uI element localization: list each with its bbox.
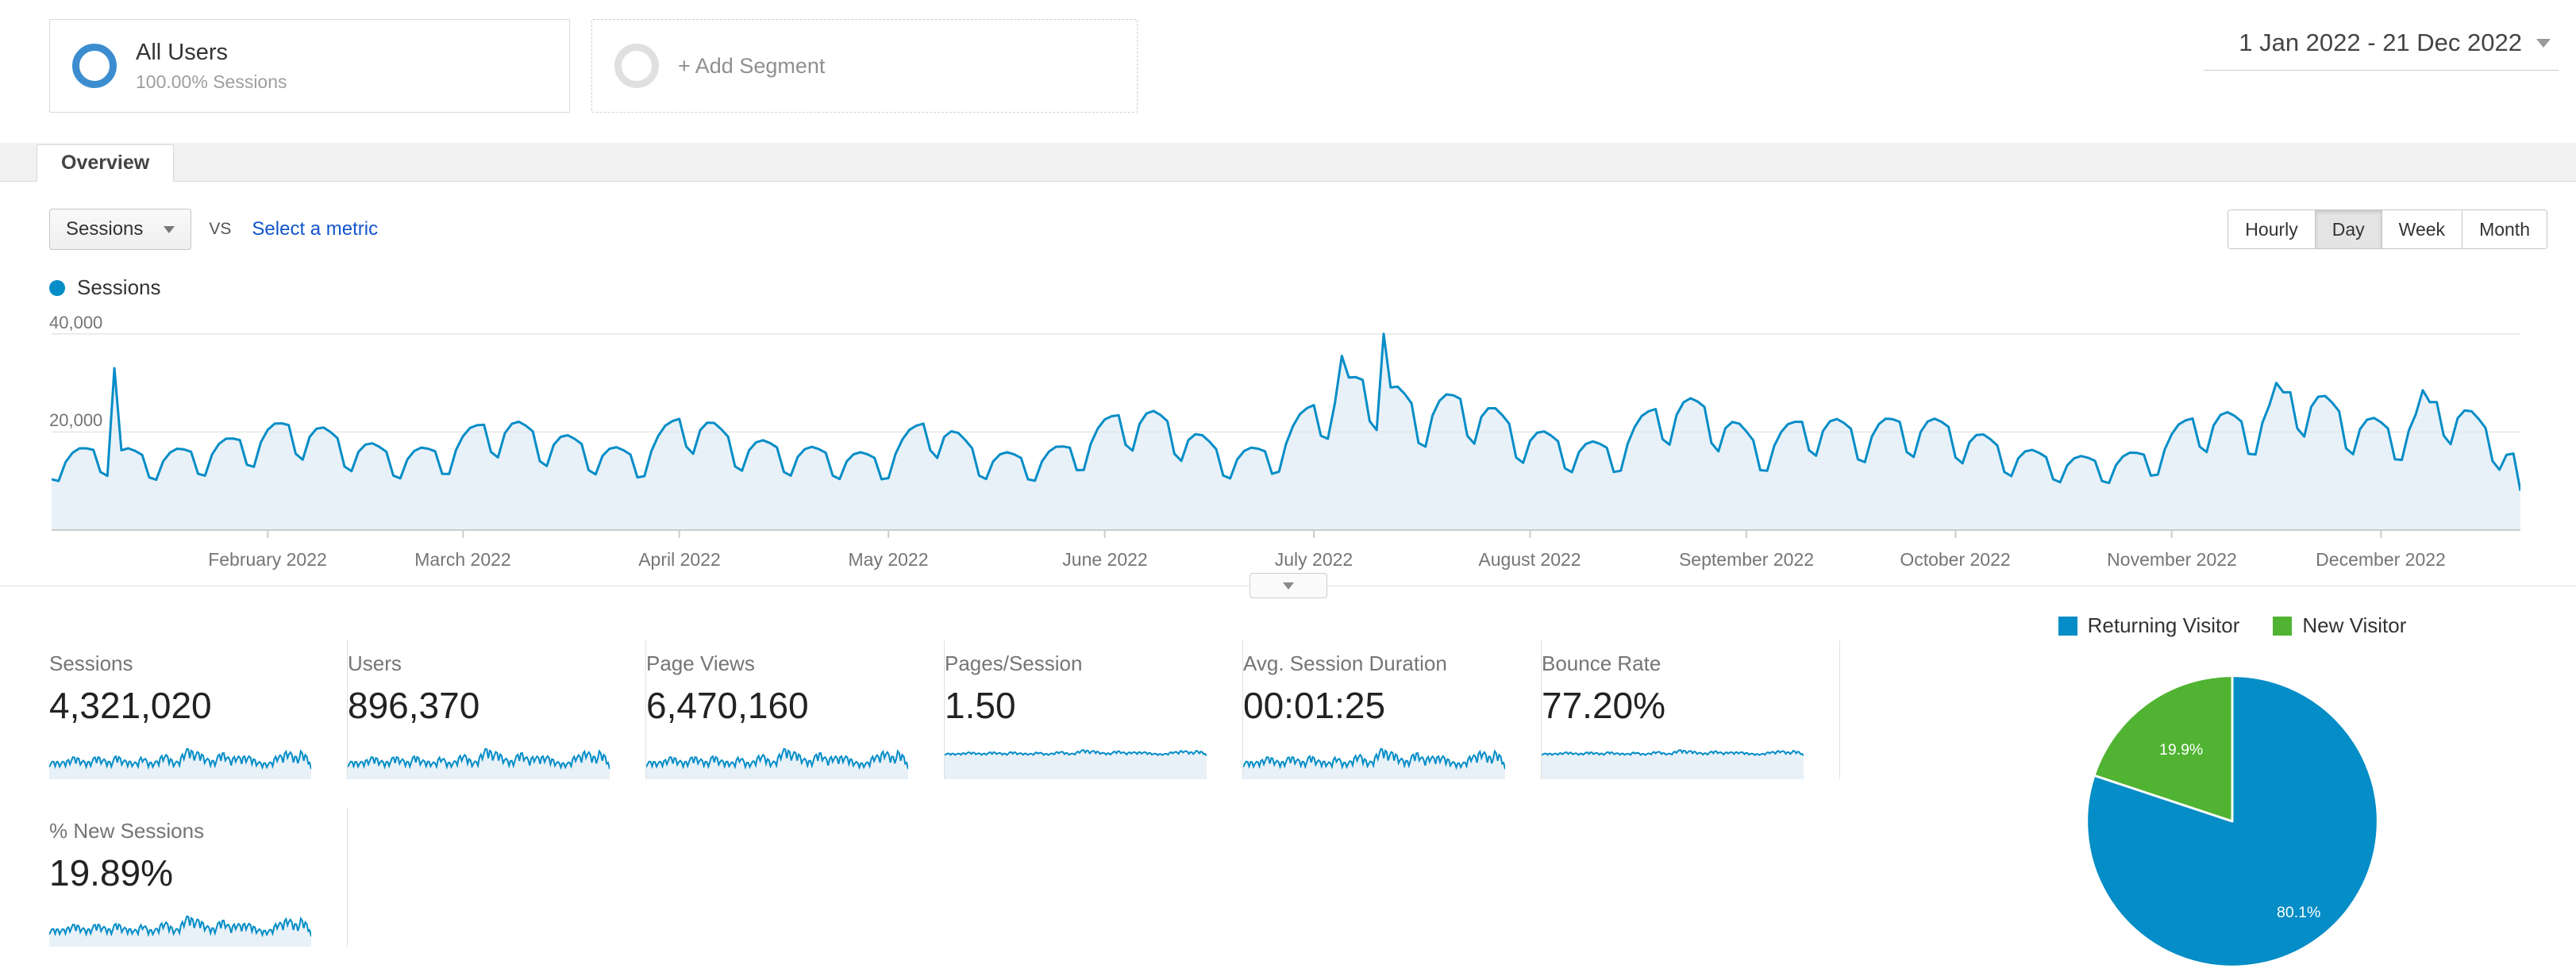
sparkline-chart bbox=[348, 747, 610, 779]
metric-value: 00:01:25 bbox=[1243, 685, 1386, 726]
pie-legend-item-new: New Visitor bbox=[2273, 613, 2406, 638]
new-visitor-swatch-icon bbox=[2273, 616, 2293, 636]
y-axis-label-20000: 20,000 bbox=[49, 410, 103, 430]
metric-value: 896,370 bbox=[348, 685, 480, 726]
metric-cards: Sessions 4,321,020 Users 896,370 Page Vi… bbox=[49, 640, 1841, 975]
vs-label: VS bbox=[209, 220, 232, 238]
sparkline-chart bbox=[1243, 747, 1505, 779]
sparkline-chart bbox=[646, 747, 908, 779]
metric-value: 19.89% bbox=[49, 852, 174, 893]
segment-circle-icon bbox=[72, 44, 117, 88]
metric-card-sessions: Sessions 4,321,020 bbox=[49, 640, 348, 779]
x-axis-month-label: December 2022 bbox=[2316, 549, 2446, 570]
sessions-line-chart[interactable] bbox=[52, 314, 2520, 540]
sessions-chart-section: 40,000 20,000 February 2022 March 2022 A… bbox=[0, 313, 2576, 598]
metric-title: Avg. Session Duration bbox=[1243, 651, 1447, 675]
x-axis-month-label: October 2022 bbox=[1900, 549, 2011, 570]
caret-down-icon bbox=[164, 225, 175, 233]
granularity-month-button[interactable]: Month bbox=[2462, 209, 2547, 249]
svg-text:19.9%: 19.9% bbox=[2159, 741, 2203, 759]
metric-card-page-views: Page Views 6,470,160 bbox=[646, 640, 945, 779]
select-a-metric-link[interactable]: Select a metric bbox=[252, 218, 379, 240]
add-segment-label: + Add Segment bbox=[678, 53, 826, 78]
metric-title: Page Views bbox=[646, 651, 755, 675]
x-axis-month-label: August 2022 bbox=[1478, 549, 1581, 570]
metric-value: 1.50 bbox=[945, 685, 1016, 726]
metric-title: Users bbox=[348, 651, 402, 675]
chart-toolbar: Sessions VS Select a metric Hourly Day W… bbox=[0, 204, 2576, 255]
metric-card-new-sessions: % New Sessions 19.89% bbox=[49, 808, 348, 947]
x-axis-month-label: June 2022 bbox=[1062, 549, 1148, 570]
pie-legend-label: New Visitor bbox=[2302, 613, 2407, 637]
y-axis-label-40000: 40,000 bbox=[49, 313, 103, 332]
sparkline-chart bbox=[945, 749, 1207, 779]
caret-down-icon bbox=[1282, 582, 1294, 590]
x-axis-month-label: April 2022 bbox=[638, 549, 721, 570]
metric-card-bounce-rate: Bounce Rate 77.20% bbox=[1542, 640, 1840, 779]
summary-stats-section: Sessions 4,321,020 Users 896,370 Page Vi… bbox=[0, 586, 2576, 976]
metric-title: Pages/Session bbox=[945, 651, 1083, 675]
metric-selector-value: Sessions bbox=[66, 218, 144, 240]
collapse-chart-button[interactable] bbox=[1249, 573, 1327, 598]
pie-legend: Returning Visitor New Visitor bbox=[2058, 613, 2406, 638]
x-axis-month-label: May 2022 bbox=[848, 549, 929, 570]
tab-overview[interactable]: Overview bbox=[37, 144, 175, 182]
x-axis-month-label: March 2022 bbox=[414, 549, 511, 570]
granularity-button-group: Hourly Day Week Month bbox=[2228, 209, 2547, 249]
metric-card-avg-session-duration: Avg. Session Duration 00:01:25 bbox=[1243, 640, 1542, 779]
segment-meta: All Users 100.00% Sessions bbox=[136, 40, 287, 93]
visitor-type-pie-area: Returning Visitor New Visitor 80.1% 19.9% bbox=[1841, 613, 2576, 976]
metric-card-pages-per-session: Pages/Session 1.50 bbox=[945, 640, 1243, 779]
caret-down-icon bbox=[2536, 38, 2551, 48]
segment-all-users[interactable]: All Users 100.00% Sessions bbox=[49, 19, 570, 113]
sparkline-chart bbox=[49, 915, 311, 947]
segment-bar: All Users 100.00% Sessions + Add Segment… bbox=[0, 0, 2576, 143]
add-segment-circle-icon bbox=[614, 44, 659, 88]
granularity-day-button[interactable]: Day bbox=[2314, 209, 2382, 249]
granularity-hourly-button[interactable]: Hourly bbox=[2228, 209, 2316, 249]
pie-legend-label: Returning Visitor bbox=[2087, 613, 2240, 637]
report-panel: Sessions VS Select a metric Hourly Day W… bbox=[0, 182, 2576, 976]
metric-card-users: Users 896,370 bbox=[348, 640, 646, 779]
add-segment-button[interactable]: + Add Segment bbox=[591, 19, 1138, 113]
metric-value: 6,470,160 bbox=[646, 685, 809, 726]
metric-title: Sessions bbox=[49, 651, 133, 675]
sparkline-chart bbox=[49, 747, 311, 779]
segment-title: All Users bbox=[136, 39, 229, 65]
metric-title: % New Sessions bbox=[49, 819, 205, 843]
metric-value: 4,321,020 bbox=[49, 685, 212, 726]
x-axis-month-label: February 2022 bbox=[208, 549, 327, 570]
date-range-text: 1 Jan 2022 - 21 Dec 2022 bbox=[2239, 29, 2522, 56]
metric-value: 77.20% bbox=[1542, 685, 1666, 726]
x-axis-month-label: September 2022 bbox=[1678, 549, 1815, 570]
pie-legend-item-returning: Returning Visitor bbox=[2058, 613, 2240, 638]
svg-text:80.1%: 80.1% bbox=[2277, 904, 2320, 921]
series-label: Sessions bbox=[77, 275, 161, 299]
metric-selector-dropdown[interactable]: Sessions bbox=[49, 209, 192, 250]
sparkline-chart bbox=[1542, 749, 1804, 779]
segment-subtitle: 100.00% Sessions bbox=[136, 71, 287, 92]
returning-visitor-swatch-icon bbox=[2058, 616, 2077, 636]
x-axis-month-label: November 2022 bbox=[2107, 549, 2237, 570]
chart-legend: Sessions bbox=[49, 275, 2576, 300]
visitor-type-pie-chart[interactable]: 80.1% 19.9% bbox=[2077, 667, 2387, 976]
series-dot-icon bbox=[49, 279, 65, 296]
x-axis-month-label: July 2022 bbox=[1274, 549, 1353, 570]
metric-title: Bounce Rate bbox=[1542, 651, 1662, 675]
granularity-week-button[interactable]: Week bbox=[2381, 209, 2463, 249]
tab-row: Overview bbox=[0, 143, 2576, 182]
date-range-selector[interactable]: 1 Jan 2022 - 21 Dec 2022 bbox=[2204, 29, 2559, 71]
